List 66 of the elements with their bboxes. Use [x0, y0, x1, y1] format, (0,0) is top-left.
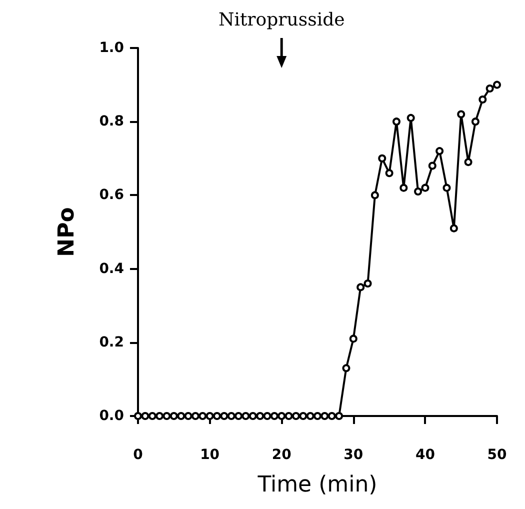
point: [206, 412, 214, 420]
point: [314, 412, 322, 420]
point: [177, 412, 186, 420]
point: [464, 158, 472, 166]
point: [278, 412, 286, 420]
point: [378, 154, 386, 162]
point: [328, 412, 336, 420]
point: [141, 412, 150, 420]
point: [248, 412, 257, 420]
point: [227, 412, 236, 420]
point: [220, 412, 228, 420]
point: [342, 364, 350, 372]
point: [486, 84, 494, 92]
point: [392, 118, 400, 126]
x-tick-label: 40: [415, 447, 436, 463]
point: [306, 412, 314, 420]
point: [191, 412, 200, 420]
point: [184, 412, 192, 420]
x-tick-label: 30: [344, 447, 364, 463]
text: Nitroprusside: [218, 10, 345, 30]
x-tick-label: 0: [133, 447, 144, 463]
point: [320, 412, 329, 420]
point: [170, 412, 178, 420]
point: [414, 188, 422, 196]
y-tick-label: 0.8: [99, 114, 124, 130]
y-axis-title: NPo: [54, 207, 80, 257]
y-tick-label: 0.6: [99, 187, 124, 204]
point: [198, 412, 207, 420]
point: [299, 412, 308, 420]
point: [471, 118, 480, 126]
point: [162, 412, 171, 420]
y-tick-label: 0.0: [99, 408, 124, 424]
point: [421, 184, 430, 192]
point: [263, 412, 272, 420]
point: [428, 162, 436, 170]
point: [292, 412, 300, 420]
point: [442, 184, 451, 192]
point: [364, 280, 372, 288]
point: [406, 114, 415, 122]
point: [493, 80, 501, 89]
point: [349, 334, 358, 343]
point: [478, 96, 487, 104]
point: [385, 169, 394, 178]
point: [335, 412, 344, 420]
point: [134, 412, 142, 420]
point: [356, 283, 365, 292]
x-tick-label: 50: [487, 447, 507, 463]
point: [436, 147, 444, 156]
x-axis-title: Time (min): [256, 472, 378, 498]
point: [212, 412, 221, 420]
y-tick-label: 0.4: [99, 260, 124, 277]
point: [256, 412, 264, 420]
x-tick-label: 10: [200, 447, 220, 463]
point: [242, 412, 250, 420]
point: [457, 110, 466, 118]
point: [284, 412, 293, 420]
point: [450, 224, 458, 232]
point: [270, 412, 278, 420]
x-tick-label: 20: [272, 447, 292, 463]
y-tick-label: 0.2: [99, 334, 124, 350]
point: [148, 412, 156, 420]
point: [156, 412, 164, 420]
point: [400, 184, 408, 192]
point: [234, 412, 243, 420]
y-tick-label: 1.0: [99, 40, 124, 56]
point: [370, 191, 379, 200]
